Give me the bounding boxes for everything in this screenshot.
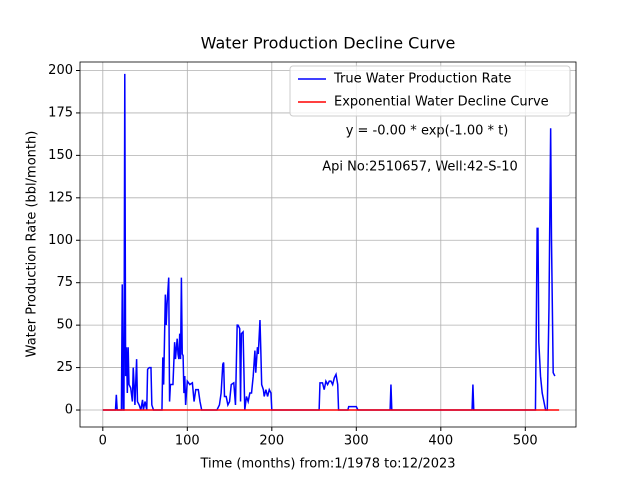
x-tick-label: 200 [259,434,284,449]
data-line [102,73,556,411]
legend-box [289,65,571,117]
x-tick-label: 400 [428,434,453,449]
x-tick-label: 0 [99,434,107,449]
y-tick-label: 75 [56,275,73,290]
legend-label: Exponential Water Decline Curve [334,95,549,110]
y-tick-label: 150 [48,148,73,163]
y-tick-label: 0 [65,403,73,418]
y-tick-label: 125 [48,190,73,205]
chart-title: Water Production Decline Curve [201,34,456,53]
y-tick-label: 100 [48,233,73,248]
y-axis-label: Water Production Rate (bbl/month) [25,131,40,358]
x-tick-label: 500 [513,434,538,449]
plot-frame [79,61,577,428]
legend-label: True Water Production Rate [333,72,511,87]
y-tick-label: 50 [56,318,73,333]
x-tick-label: 300 [344,434,369,449]
y-tick-label: 25 [56,360,73,375]
x-axis-label: Time (months) from:1/1978 to:12/2023 [199,457,455,472]
annotation: y = -0.00 * exp(-1.00 * t) [346,124,509,139]
y-tick-label: 200 [48,63,73,78]
annotation: Api No:2510657, Well:42-S-10 [322,160,518,175]
x-tick-label: 100 [175,434,200,449]
y-tick-label: 175 [48,105,73,120]
